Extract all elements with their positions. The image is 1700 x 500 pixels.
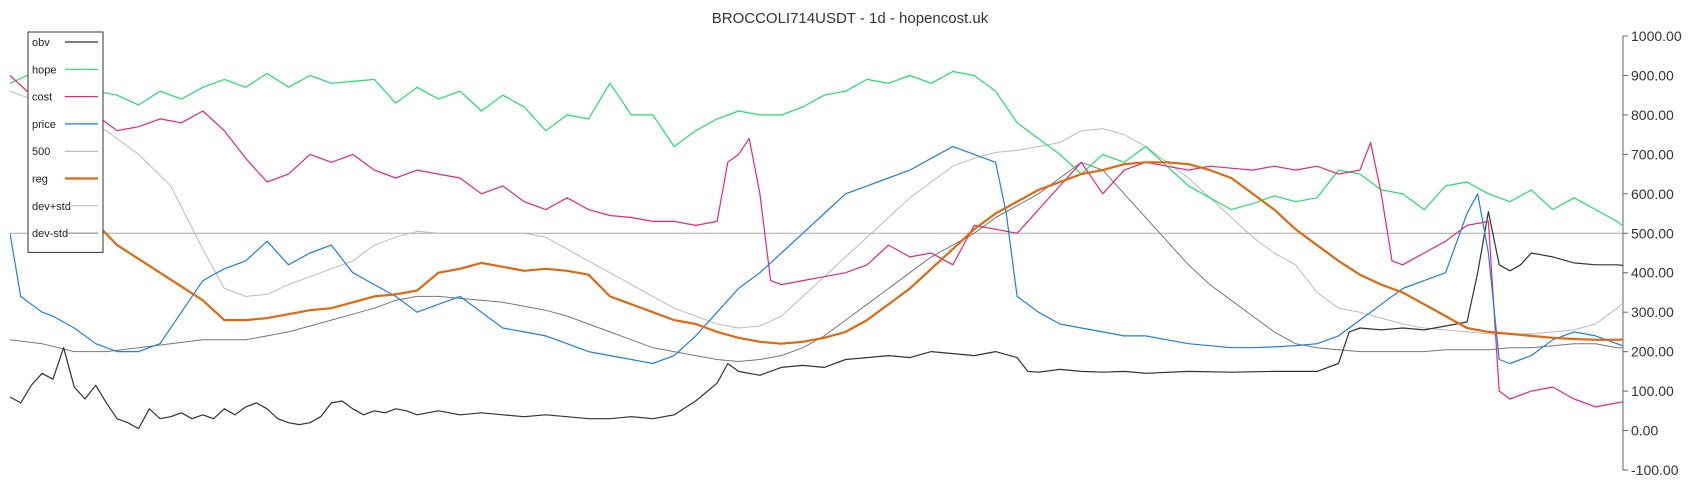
series-line-dev-std [10,161,1623,362]
y-tick-label: 0.00 [1631,423,1658,439]
series-line-reg [84,161,1623,345]
legend-label: dev-std [32,228,68,240]
y-tick-label: 400.00 [1631,265,1674,281]
series-line-obv [10,211,1623,430]
legend-label: 500 [32,146,50,158]
legend-label: obv [32,37,50,49]
y-tick-label: 600.00 [1631,186,1674,202]
y-tick-label: -100.00 [1631,462,1679,478]
chart-title: BROCCOLI714USDT - 1d - hopencost.uk [711,10,989,27]
legend-label: reg [32,174,48,186]
series-line-price [10,145,1623,365]
series-line-cost [10,75,1623,408]
series-line-dev-std [10,90,1623,335]
y-tick-label: 100.00 [1631,383,1674,399]
legend-label: hope [32,64,56,76]
y-tick-label: 500.00 [1631,225,1674,241]
y-tick-label: 800.00 [1631,107,1674,123]
legend-label: dev+std [32,201,71,213]
legend-label: price [32,119,56,131]
y-tick-label: 300.00 [1631,304,1674,320]
y-tick-label: 900.00 [1631,67,1674,83]
legend-label: cost [32,92,52,104]
y-tick-label: 700.00 [1631,146,1674,162]
y-tick-label: 200.00 [1631,344,1674,360]
y-tick-label: 1000.00 [1631,28,1682,44]
series-line-hope [10,70,1623,227]
